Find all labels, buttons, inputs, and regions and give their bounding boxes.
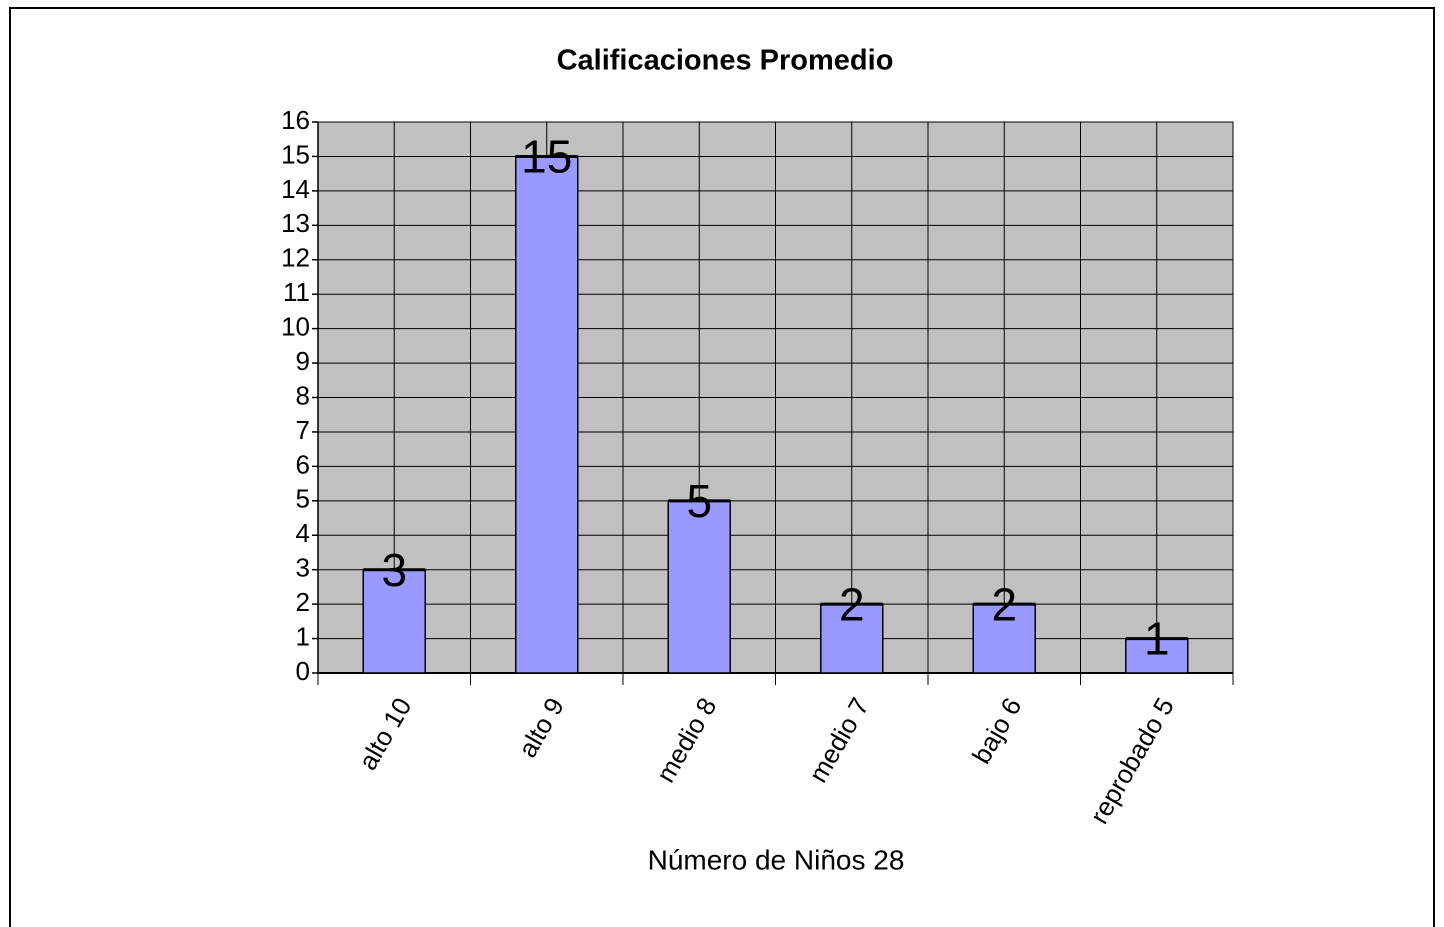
- y-tick-label: 11: [283, 277, 310, 307]
- y-tick-label: 9: [296, 346, 310, 376]
- y-tick-label: 5: [296, 484, 310, 514]
- y-tick-label: 3: [296, 553, 310, 583]
- bar: [820, 603, 884, 674]
- y-tick-label: 8: [296, 380, 310, 410]
- data-label: 1: [1144, 613, 1170, 665]
- data-label: 2: [991, 578, 1017, 630]
- y-tick-label: 13: [281, 208, 310, 238]
- data-label: 2: [839, 578, 865, 630]
- y-tick-label: 1: [296, 621, 310, 651]
- y-tick-label: 15: [281, 139, 310, 169]
- y-tick-label: 10: [281, 312, 310, 342]
- y-tick-label: 0: [296, 656, 310, 686]
- x-axis-label: Número de Niños 28: [648, 844, 905, 875]
- y-tick-label: 16: [281, 105, 310, 135]
- data-label: 5: [686, 475, 712, 527]
- y-tick-label: 2: [296, 587, 310, 617]
- y-tick-label: 7: [296, 415, 310, 445]
- y-tick-label: 12: [281, 243, 310, 273]
- data-label: 3: [381, 544, 407, 596]
- data-label: 15: [521, 131, 572, 183]
- bar: [362, 568, 426, 674]
- chart-title: Calificaciones Promedio: [557, 45, 894, 77]
- bar: [1125, 637, 1189, 674]
- bar: [667, 500, 731, 674]
- y-tick-label: 4: [296, 518, 310, 548]
- y-tick-label: 6: [296, 449, 310, 479]
- y-tick-label: 14: [281, 174, 310, 204]
- bar: [515, 155, 579, 674]
